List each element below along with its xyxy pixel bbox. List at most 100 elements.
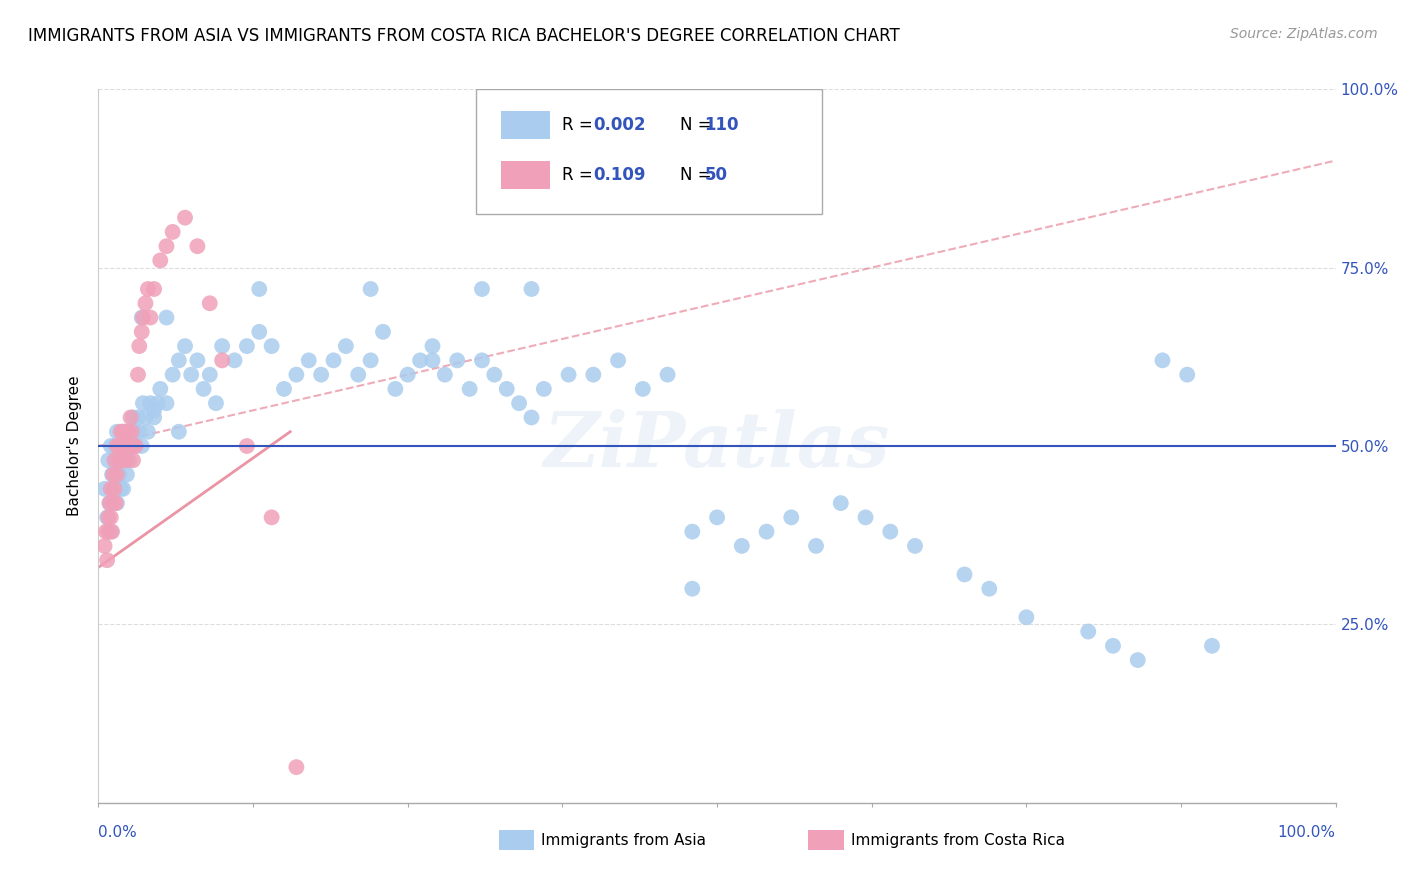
Point xyxy=(121,425,143,439)
Point xyxy=(1126,653,1149,667)
Point xyxy=(105,439,128,453)
Point xyxy=(131,310,153,325)
Point xyxy=(104,496,127,510)
Point xyxy=(205,396,228,410)
Point xyxy=(186,353,208,368)
Point xyxy=(298,353,321,368)
FancyBboxPatch shape xyxy=(475,89,823,214)
Point xyxy=(118,425,141,439)
Point xyxy=(557,368,579,382)
Point xyxy=(167,353,190,368)
Point xyxy=(533,382,555,396)
Point xyxy=(706,510,728,524)
Point xyxy=(681,582,703,596)
Point xyxy=(186,239,208,253)
Point xyxy=(112,425,135,439)
Y-axis label: Bachelor's Degree: Bachelor's Degree xyxy=(67,376,83,516)
Point xyxy=(136,282,159,296)
Point xyxy=(128,339,150,353)
Point xyxy=(224,353,246,368)
Point xyxy=(322,353,344,368)
Point xyxy=(117,439,139,453)
Point xyxy=(114,425,136,439)
Point xyxy=(103,453,125,467)
Point xyxy=(162,225,184,239)
Point xyxy=(100,482,122,496)
Point xyxy=(236,439,259,453)
Point xyxy=(118,439,141,453)
Point xyxy=(1175,368,1198,382)
Point xyxy=(174,339,197,353)
Point xyxy=(520,282,543,296)
Point xyxy=(155,239,177,253)
Point xyxy=(146,396,169,410)
Text: R =: R = xyxy=(562,116,599,134)
Point xyxy=(103,496,125,510)
Point xyxy=(495,382,517,396)
Point xyxy=(471,353,494,368)
Text: Immigrants from Costa Rica: Immigrants from Costa Rica xyxy=(851,833,1064,847)
Point xyxy=(104,453,127,467)
Point xyxy=(508,396,530,410)
Point xyxy=(285,368,308,382)
Point xyxy=(247,325,270,339)
Point xyxy=(830,496,852,510)
Point xyxy=(657,368,679,382)
Text: ZiPatlas: ZiPatlas xyxy=(544,409,890,483)
Point xyxy=(1201,639,1223,653)
Point xyxy=(731,539,754,553)
Text: 110: 110 xyxy=(704,116,740,134)
Point xyxy=(446,353,468,368)
Point xyxy=(111,453,134,467)
Point xyxy=(167,425,190,439)
Point xyxy=(124,439,146,453)
Point xyxy=(103,439,125,453)
Point xyxy=(855,510,877,524)
Point xyxy=(422,339,444,353)
Point xyxy=(118,453,141,467)
Point xyxy=(139,310,162,325)
Point xyxy=(96,510,118,524)
Point xyxy=(607,353,630,368)
Point xyxy=(1152,353,1174,368)
Point xyxy=(582,368,605,382)
Text: N =: N = xyxy=(681,116,717,134)
Point xyxy=(100,510,122,524)
Point xyxy=(112,453,135,467)
Point xyxy=(93,482,115,496)
Point xyxy=(143,410,166,425)
Point xyxy=(122,453,145,467)
Point xyxy=(112,482,135,496)
Point xyxy=(122,410,145,425)
Point xyxy=(681,524,703,539)
Text: N =: N = xyxy=(681,166,717,184)
Point xyxy=(122,439,145,453)
Point xyxy=(520,410,543,425)
Point xyxy=(309,368,332,382)
Point xyxy=(115,467,138,482)
Point xyxy=(110,425,132,439)
Point xyxy=(96,553,118,567)
Point xyxy=(149,253,172,268)
Point xyxy=(384,382,406,396)
Point xyxy=(97,510,120,524)
Point xyxy=(247,282,270,296)
Point xyxy=(124,439,146,453)
Point xyxy=(105,496,128,510)
Point xyxy=(260,339,283,353)
Text: 0.002: 0.002 xyxy=(593,116,645,134)
Point xyxy=(143,282,166,296)
Point xyxy=(120,410,142,425)
Text: 50: 50 xyxy=(704,166,728,184)
Point xyxy=(107,439,129,453)
Point xyxy=(484,368,506,382)
Point xyxy=(631,382,654,396)
Point xyxy=(335,339,357,353)
Point xyxy=(211,353,233,368)
Point xyxy=(273,382,295,396)
Point xyxy=(100,439,122,453)
Point xyxy=(97,453,120,467)
Point xyxy=(174,211,197,225)
Point xyxy=(132,310,155,325)
Point xyxy=(236,339,259,353)
